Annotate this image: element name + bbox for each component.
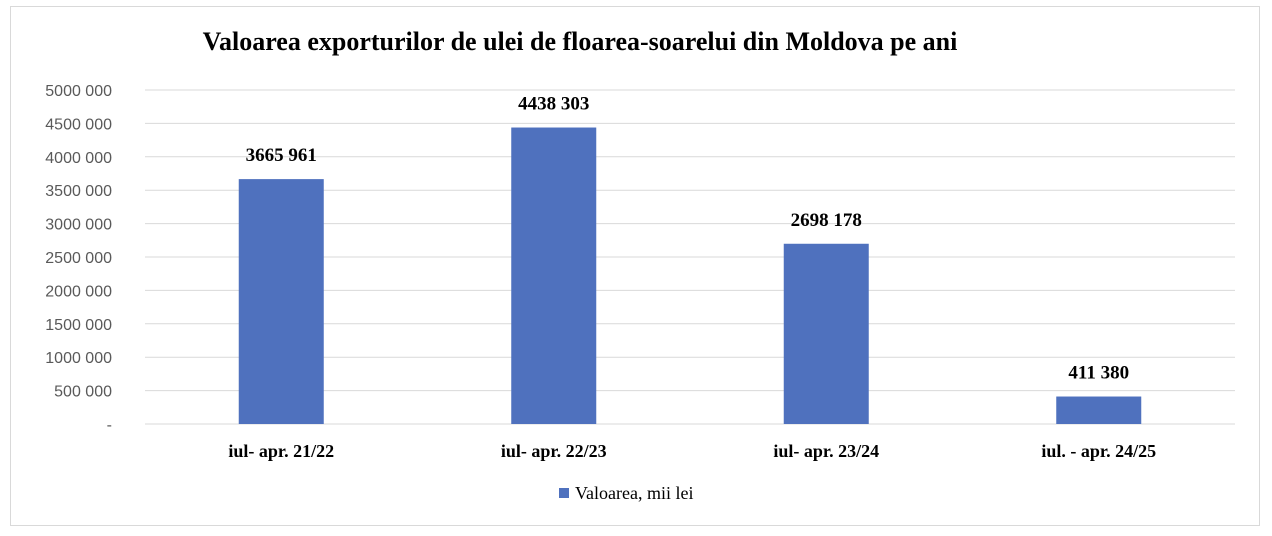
y-tick-label: 1500 000	[45, 317, 112, 334]
y-tick-label: 5000 000	[45, 83, 112, 100]
legend: Valoarea, mii lei	[559, 483, 693, 503]
y-tick-label: 4000 000	[45, 150, 112, 167]
bar	[238, 179, 324, 424]
y-tick-label: -	[107, 417, 112, 434]
bar	[511, 127, 597, 424]
x-axis-ticks: iul- apr. 21/22 iul- apr. 22/23 iul- apr. …	[228, 441, 1156, 461]
y-tick-label: 4500 000	[45, 116, 112, 133]
bar	[783, 243, 869, 424]
legend-label: Valoarea, mii lei	[575, 483, 693, 503]
x-tick-label: iul- apr. 22/23	[501, 441, 607, 461]
y-tick-label: 2500 000	[45, 250, 112, 267]
y-tick-label: 2000 000	[45, 283, 112, 300]
data-label: 2698 178	[791, 210, 862, 231]
x-tick-label: iul- apr. 23/24	[773, 441, 879, 461]
bar	[1056, 396, 1142, 424]
y-tick-label: 500 000	[54, 384, 112, 401]
gridlines	[145, 89, 1235, 425]
y-tick-label: 3500 000	[45, 183, 112, 200]
x-tick-label: iul- apr. 21/22	[228, 441, 334, 461]
y-axis-ticks: - 500 000 1000 000 1500 000 2000 000 2500 000…	[45, 83, 112, 434]
data-label: 3665 961	[246, 145, 317, 166]
legend-swatch	[559, 488, 569, 498]
bars	[238, 127, 1142, 424]
chart-title: Valoarea exporturilor de ulei de floarea…	[203, 27, 958, 56]
data-label: 4438 303	[518, 94, 589, 115]
x-tick-label: iul. - apr. 24/25	[1041, 441, 1156, 461]
data-labels: 3665 961 4438 303 2698 178 411 380	[246, 94, 1129, 384]
y-tick-label: 3000 000	[45, 217, 112, 234]
chart-frame	[10, 6, 1260, 526]
y-tick-label: 1000 000	[45, 350, 112, 367]
data-label: 411 380	[1068, 363, 1129, 384]
